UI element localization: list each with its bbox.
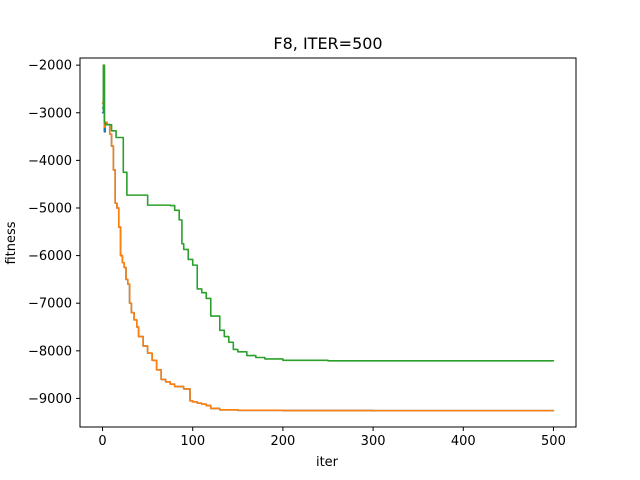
series-layer bbox=[101, 64, 555, 412]
x-tick-label: 200 bbox=[270, 434, 295, 449]
chart-title: F8, ITER=500 bbox=[273, 34, 382, 53]
y-tick-label: −6000 bbox=[28, 249, 72, 264]
x-tick-label: 100 bbox=[180, 434, 205, 449]
y-tick-label: −8000 bbox=[28, 344, 72, 359]
y-tick-label: −7000 bbox=[28, 297, 72, 312]
series-line-3 bbox=[101, 64, 555, 362]
x-tick-label: 500 bbox=[541, 434, 566, 449]
plot-frame bbox=[79, 57, 577, 428]
series-line-2 bbox=[101, 64, 555, 412]
y-tick-label: −3000 bbox=[28, 106, 72, 121]
y-axis-label: fitness bbox=[4, 221, 19, 264]
x-tick-label: 400 bbox=[451, 434, 476, 449]
y-tick-label: −4000 bbox=[28, 154, 72, 169]
x-axis-ticks: 0 100 200 300 400 500 bbox=[98, 427, 566, 449]
y-tick-label: −2000 bbox=[28, 59, 72, 74]
x-tick-label: 0 bbox=[98, 434, 106, 449]
y-axis-ticks: −9000 −8000 −7000 −6000 −5000 −4000 −3000 −2000 bbox=[28, 59, 80, 407]
x-tick-label: 300 bbox=[361, 434, 386, 449]
x-axis-label: iter bbox=[316, 455, 339, 470]
y-tick-label: −9000 bbox=[28, 392, 72, 407]
y-tick-label: −5000 bbox=[28, 201, 72, 216]
